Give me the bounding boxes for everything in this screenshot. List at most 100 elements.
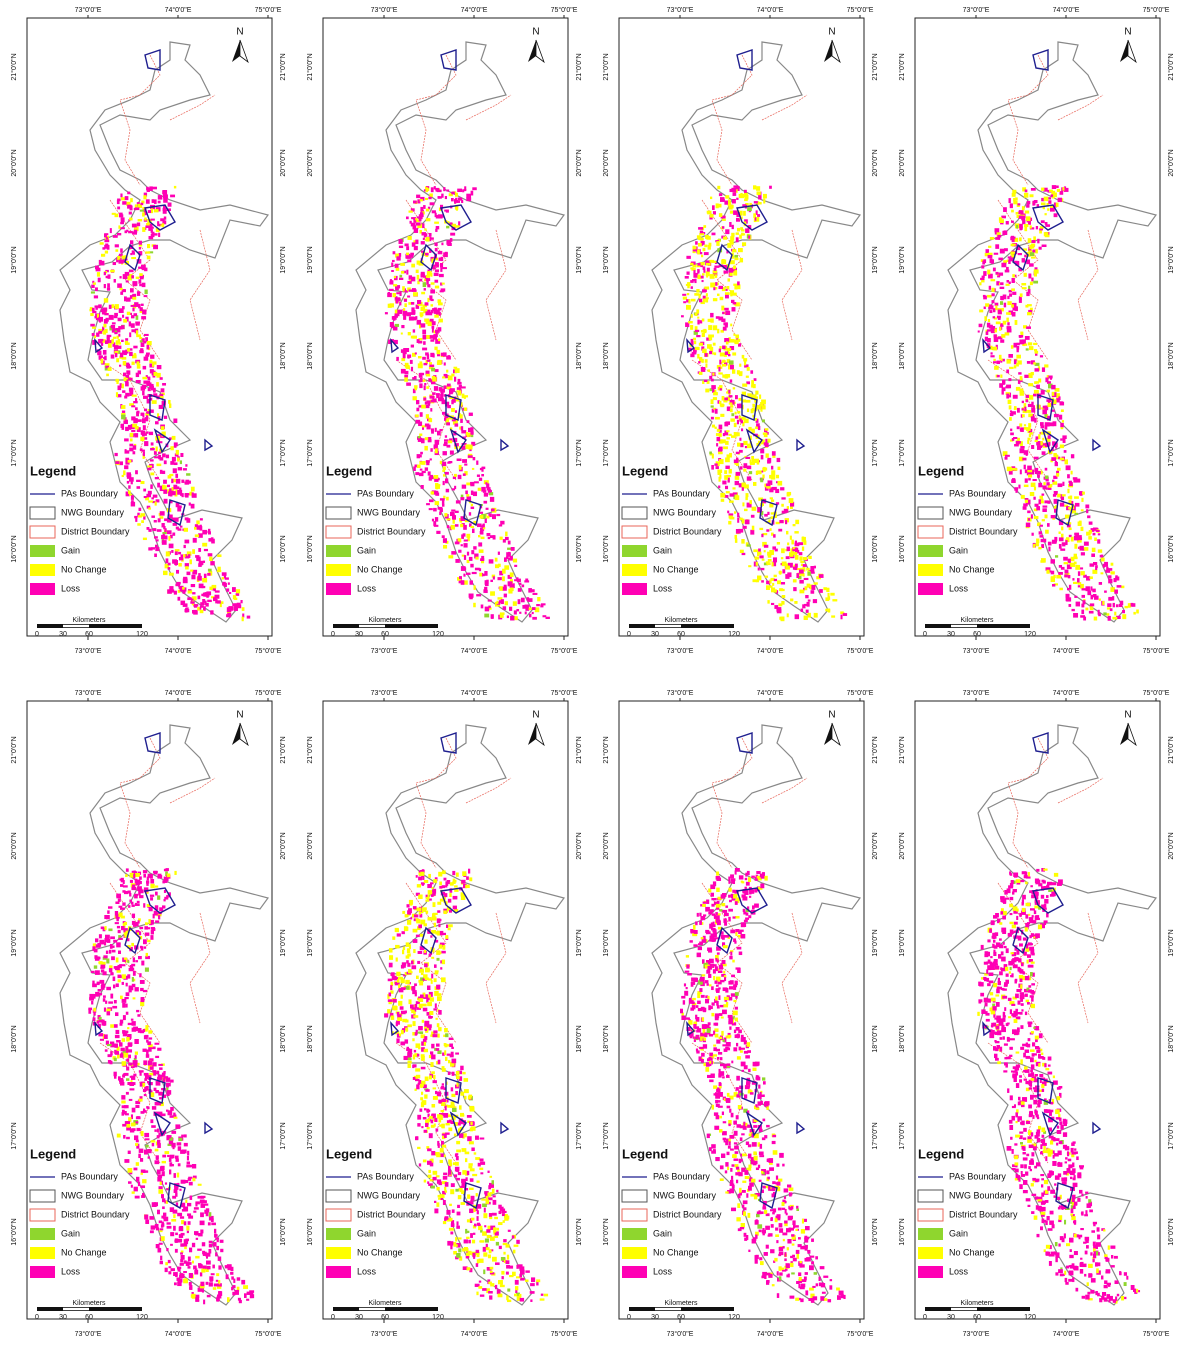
scale-label: 60: [85, 631, 93, 638]
land-cover-patch: [1103, 612, 1106, 615]
land-cover-patch: [999, 355, 1002, 360]
land-cover-patch: [752, 507, 757, 511]
land-cover-patch: [994, 337, 999, 342]
land-cover-patch: [793, 579, 797, 582]
land-cover-patch: [96, 268, 101, 272]
land-cover-patch: [180, 1263, 184, 1266]
land-cover-patch: [787, 547, 790, 552]
land-cover-patch: [435, 286, 439, 289]
land-cover-patch: [189, 1273, 193, 1278]
land-cover-patch: [158, 915, 160, 919]
land-cover-patch: [157, 1140, 160, 1145]
land-cover-patch: [998, 258, 1003, 261]
scale-bar: [359, 625, 385, 627]
land-cover-patch: [491, 509, 495, 512]
land-cover-patch: [703, 349, 707, 352]
legend-swatch: [30, 1266, 55, 1278]
land-cover-patch: [154, 554, 157, 558]
land-cover-patch: [1101, 558, 1105, 562]
land-cover-patch: [750, 500, 752, 504]
land-cover-patch: [459, 576, 462, 579]
land-cover-patch: [1006, 318, 1008, 323]
land-cover-patch: [744, 484, 749, 488]
land-cover-patch: [790, 536, 792, 540]
land-cover-patch: [430, 448, 432, 452]
land-cover-patch: [1073, 479, 1076, 483]
land-cover-patch: [178, 1146, 181, 1151]
land-cover-patch: [1040, 525, 1043, 527]
land-cover-patch: [1034, 516, 1039, 519]
land-cover-patch: [1094, 596, 1099, 600]
land-cover-patch: [109, 950, 111, 954]
land-cover-patch: [116, 358, 119, 362]
land-cover-patch: [753, 185, 756, 189]
land-cover-patch: [129, 474, 131, 476]
land-cover-patch: [239, 1300, 242, 1303]
land-cover-patch: [722, 259, 725, 262]
land-cover-patch: [1024, 407, 1026, 412]
land-cover-patch: [143, 939, 147, 944]
longitude-label: 73°0'0"E: [371, 1330, 398, 1338]
land-cover-patch: [1026, 427, 1031, 431]
land-cover-patch: [148, 1037, 152, 1039]
land-cover-patch: [979, 310, 983, 313]
land-cover-patch: [421, 292, 425, 294]
land-cover-patch: [772, 583, 774, 586]
latitude-label: 21°0'0"N: [279, 736, 287, 763]
land-cover-patch: [819, 589, 823, 593]
land-cover-patch: [1068, 496, 1071, 498]
latitude-label: 20°0'0"N: [575, 832, 583, 859]
land-cover-patch: [420, 361, 423, 363]
land-cover-patch: [781, 582, 785, 584]
land-cover-patch: [179, 1226, 183, 1231]
land-cover-patch: [431, 282, 435, 284]
land-cover-patch: [194, 1207, 199, 1209]
land-cover-patch: [131, 1123, 136, 1127]
land-cover-patch: [458, 1248, 461, 1252]
land-cover-patch: [141, 316, 146, 319]
land-cover-patch: [411, 336, 415, 339]
land-cover-patch: [819, 574, 824, 578]
land-cover-patch: [719, 349, 721, 353]
land-cover-patch: [231, 1267, 234, 1271]
land-cover-patch: [726, 491, 730, 493]
latitude-label: 20°0'0"N: [1167, 149, 1175, 176]
land-cover-patch: [145, 933, 150, 936]
land-cover-patch: [112, 322, 116, 324]
land-cover-patch: [1116, 604, 1119, 607]
land-cover-patch: [441, 353, 446, 357]
land-cover-patch: [432, 321, 436, 325]
land-cover-patch: [166, 551, 170, 556]
land-cover-patch: [740, 193, 742, 197]
land-cover-patch: [172, 436, 176, 440]
land-cover-patch: [169, 1162, 172, 1166]
legend-swatch: [622, 526, 647, 538]
land-cover-patch: [499, 524, 502, 526]
land-cover-patch: [491, 617, 493, 619]
land-cover-patch: [799, 556, 802, 560]
land-cover-patch: [1007, 359, 1011, 363]
land-cover-patch: [420, 199, 423, 201]
latitude-label: 16°0'0"N: [279, 1218, 287, 1245]
land-cover-patch: [713, 343, 716, 346]
latitude-label: 18°0'0"N: [279, 1025, 287, 1052]
land-cover-patch: [183, 577, 187, 579]
land-cover-patch: [682, 294, 686, 296]
latitude-label: 16°0'0"N: [575, 535, 583, 562]
land-cover-patch: [129, 321, 131, 326]
land-cover-patch: [425, 467, 428, 470]
land-cover-patch: [1028, 474, 1032, 477]
land-cover-patch: [1011, 221, 1014, 223]
land-cover-patch: [161, 1168, 163, 1171]
land-cover-patch: [192, 592, 195, 594]
land-cover-patch: [181, 554, 184, 557]
land-cover-patch: [772, 451, 776, 455]
land-cover-patch: [162, 1206, 165, 1209]
land-cover-patch: [490, 591, 495, 595]
north-label: N: [236, 27, 243, 38]
land-cover-patch: [1042, 451, 1046, 455]
land-cover-patch: [450, 238, 452, 242]
land-cover-patch: [1060, 445, 1064, 449]
land-cover-patch: [1026, 326, 1031, 329]
land-cover-patch: [471, 526, 475, 528]
